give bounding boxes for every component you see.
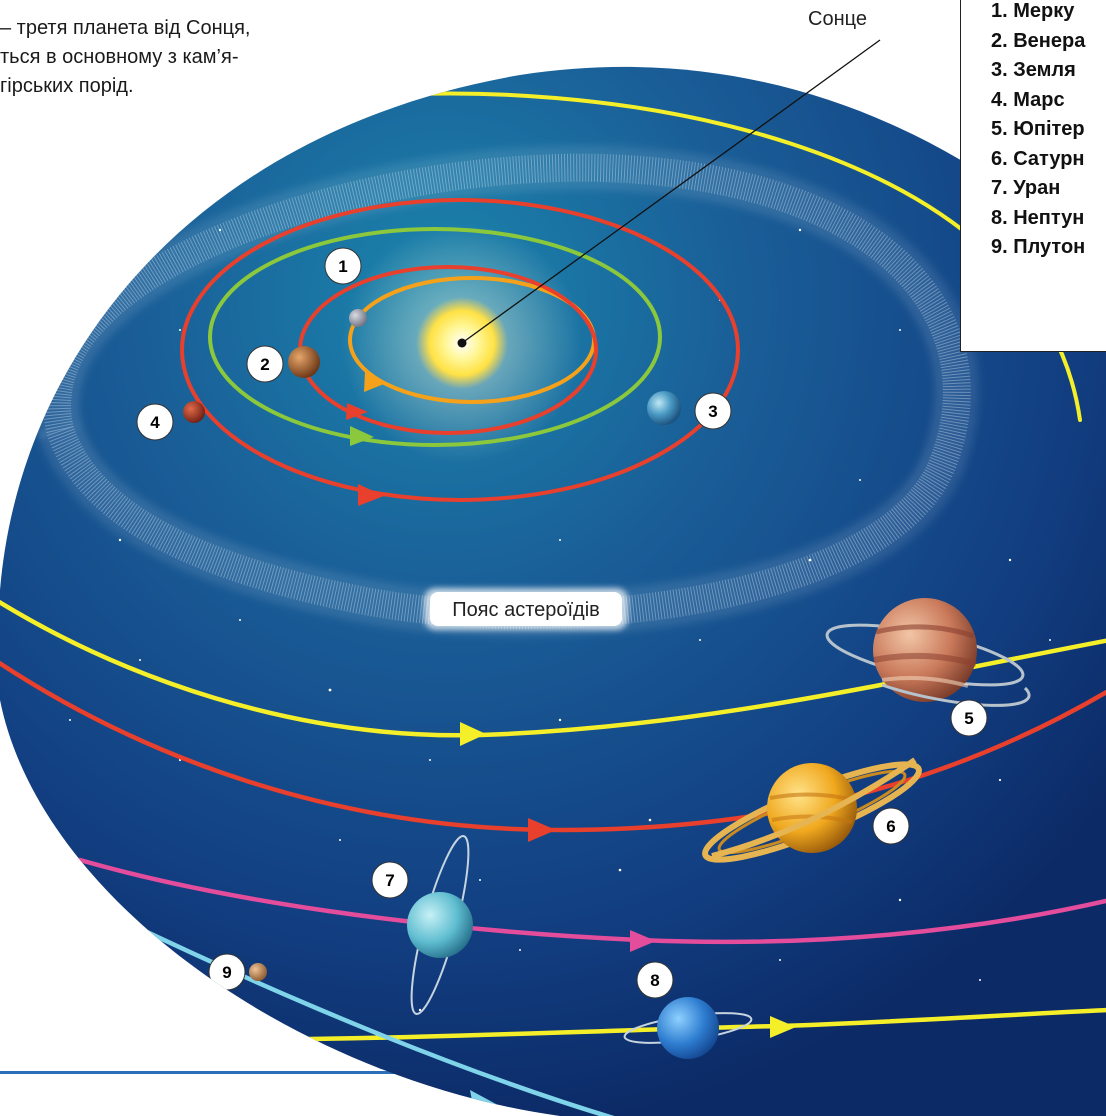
legend-item: 4. Марс <box>991 88 1065 111</box>
svg-text:5: 5 <box>964 709 973 728</box>
asteroid-belt-text: Пояс астероїдів <box>452 599 600 621</box>
badge-9: 9 <box>208 953 246 991</box>
planet-legend: 1. Мерку 2. Венера 3. Земля 4. Марс 5. Ю… <box>960 0 1106 352</box>
svg-text:2: 2 <box>260 355 269 374</box>
svg-text:7: 7 <box>385 871 394 890</box>
sun-label: Сонце <box>808 8 867 30</box>
stars <box>69 228 1051 1012</box>
svg-text:8: 8 <box>650 971 659 990</box>
svg-text:9: 9 <box>222 963 231 982</box>
jupiter-planet <box>825 598 1031 707</box>
mercury-planet <box>349 309 367 327</box>
svg-text:1: 1 <box>338 257 347 276</box>
legend-item: 5. Юпітер <box>991 118 1085 140</box>
sun-pointer-line <box>461 39 881 344</box>
pluto-planet <box>249 963 267 981</box>
badge-1: 1 <box>324 247 362 285</box>
orbit-mars <box>180 198 740 502</box>
asteroid-belt-label: Пояс астероїдів <box>424 588 628 630</box>
outer-orbit-arrows <box>460 722 796 1112</box>
neptune-planet <box>623 997 753 1059</box>
orbit-saturn <box>0 647 1106 833</box>
legend-item: 8. Нептун <box>991 206 1085 229</box>
legend-item: 3. Земля <box>991 59 1076 81</box>
badge-5: 5 <box>950 699 988 737</box>
planet-number-badges: 1 2 3 4 5 6 7 8 9 <box>136 247 988 999</box>
legend-item: 9. Плутон <box>991 236 1086 258</box>
legend-item: 6. Сатурн <box>991 147 1085 170</box>
badge-4: 4 <box>136 403 174 441</box>
earth-planet <box>647 391 681 425</box>
legend-list: 1. Мерку 2. Венера 3. Земля 4. Марс 5. Ю… <box>991 0 1085 263</box>
svg-text:3: 3 <box>708 402 717 421</box>
svg-text:4: 4 <box>150 413 160 432</box>
legend-item: 7. Уран <box>991 177 1061 199</box>
legend-item: 1. Мерку <box>991 0 1075 22</box>
uranus-planet <box>407 835 473 1015</box>
badge-6: 6 <box>872 807 910 845</box>
badge-2: 2 <box>246 345 284 383</box>
venus-planet <box>288 346 320 378</box>
badge-3: 3 <box>694 392 732 430</box>
intro-line: – третя планета від Сонця, <box>0 17 251 39</box>
mars-planet <box>183 401 205 423</box>
planets <box>183 309 1031 1059</box>
saturn-planet <box>702 757 922 863</box>
sun-pointer-dot <box>457 338 467 348</box>
legend-item: 2. Венера <box>991 29 1086 52</box>
orbit-earth <box>208 227 662 447</box>
intro-line: ться в основному з кам’я- <box>0 46 239 68</box>
badge-8: 8 <box>636 961 674 999</box>
badge-7: 7 <box>371 861 409 899</box>
inner-orbit-arrows <box>346 372 384 506</box>
orbit-neptune <box>197 1007 1106 1043</box>
svg-text:6: 6 <box>886 817 895 836</box>
intro-text: – третя планета від Сонця, ться в основн… <box>0 14 330 101</box>
intro-line: гірських порід. <box>0 75 134 97</box>
